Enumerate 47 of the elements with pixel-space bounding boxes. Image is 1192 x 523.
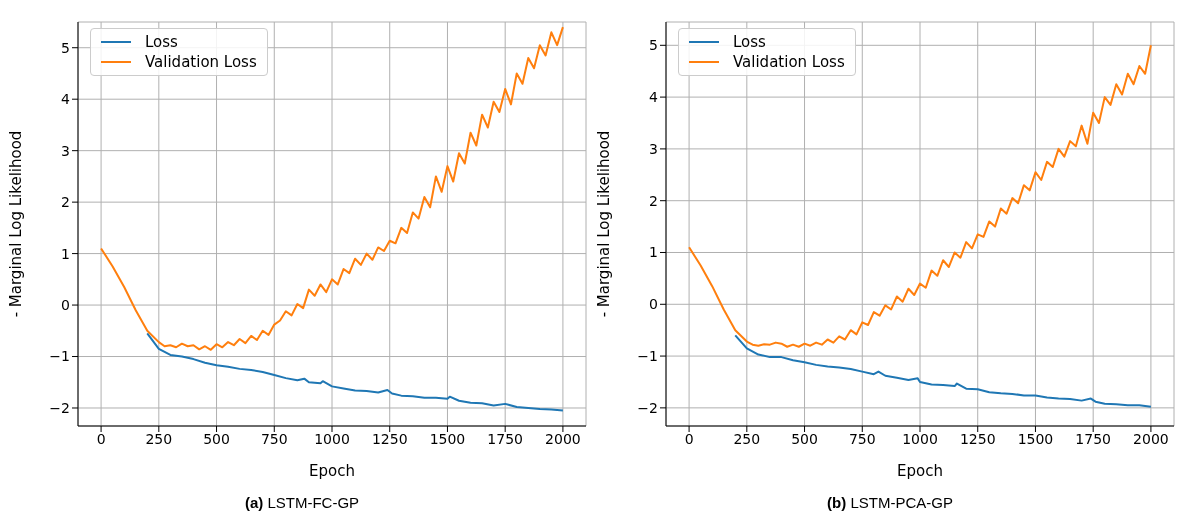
y-tick-label: 5: [649, 37, 658, 54]
y-tick-label: 1: [61, 245, 70, 262]
x-tick-label: 1000: [902, 430, 938, 447]
line-series: [100, 26, 564, 351]
y-tick-label: 5: [61, 39, 70, 56]
y-tick-label: 2: [649, 192, 658, 209]
y-tick-label: 0: [649, 296, 658, 313]
x-tick-label: 1750: [487, 430, 523, 447]
line-series: [734, 334, 1152, 408]
y-tick-label: 3: [649, 140, 658, 157]
text: (a) LSTM-FC-GP: [243, 494, 361, 511]
legend-label: Validation Loss: [145, 53, 257, 71]
legend-label: Loss: [733, 33, 766, 51]
x-tick-label: 500: [203, 430, 230, 447]
y-tick-label: −1: [637, 348, 658, 365]
x-tick-label: 750: [260, 430, 288, 447]
x-tick-label: 1250: [371, 430, 408, 447]
x-tick-label: 1500: [429, 430, 466, 447]
legend-label: Loss: [145, 33, 178, 51]
x-tick-label: 500: [791, 430, 818, 447]
y-tick-label: 3: [61, 142, 70, 159]
y-tick-label: 1: [649, 244, 658, 261]
y-tick-label: −1: [49, 348, 70, 365]
x-tick-label: 250: [145, 430, 173, 447]
x-tick-label: 1750: [1075, 430, 1111, 447]
x-tick-label: 1500: [1017, 430, 1054, 447]
x-axis-title: Epoch: [309, 462, 355, 480]
x-tick-label: 750: [848, 430, 876, 447]
y-axis-title: - Marginal Log Likelihood: [7, 130, 26, 318]
y-tick-label: 0: [61, 297, 70, 314]
x-tick-label: 2000: [1133, 430, 1169, 447]
x-tick-label: 2000: [545, 430, 581, 447]
y-tick-label: −2: [49, 399, 70, 416]
x-tick-label: 1000: [314, 430, 350, 447]
text: (b) LSTM-PCA-GP: [826, 494, 954, 511]
y-axis-title: - Marginal Log Likelihood: [595, 130, 614, 318]
y-tick-label: −2: [637, 399, 658, 416]
y-tick-label: 2: [61, 194, 70, 211]
line-series: [146, 332, 564, 412]
x-tick-label: 0: [96, 430, 106, 447]
x-tick-label: 250: [733, 430, 761, 447]
x-axis-title: Epoch: [897, 462, 943, 480]
x-tick-label: 0: [684, 430, 694, 447]
y-tick-label: 4: [61, 91, 71, 108]
x-tick-label: 1250: [959, 430, 996, 447]
y-tick-label: 4: [649, 89, 659, 106]
legend-label: Validation Loss: [733, 53, 845, 71]
